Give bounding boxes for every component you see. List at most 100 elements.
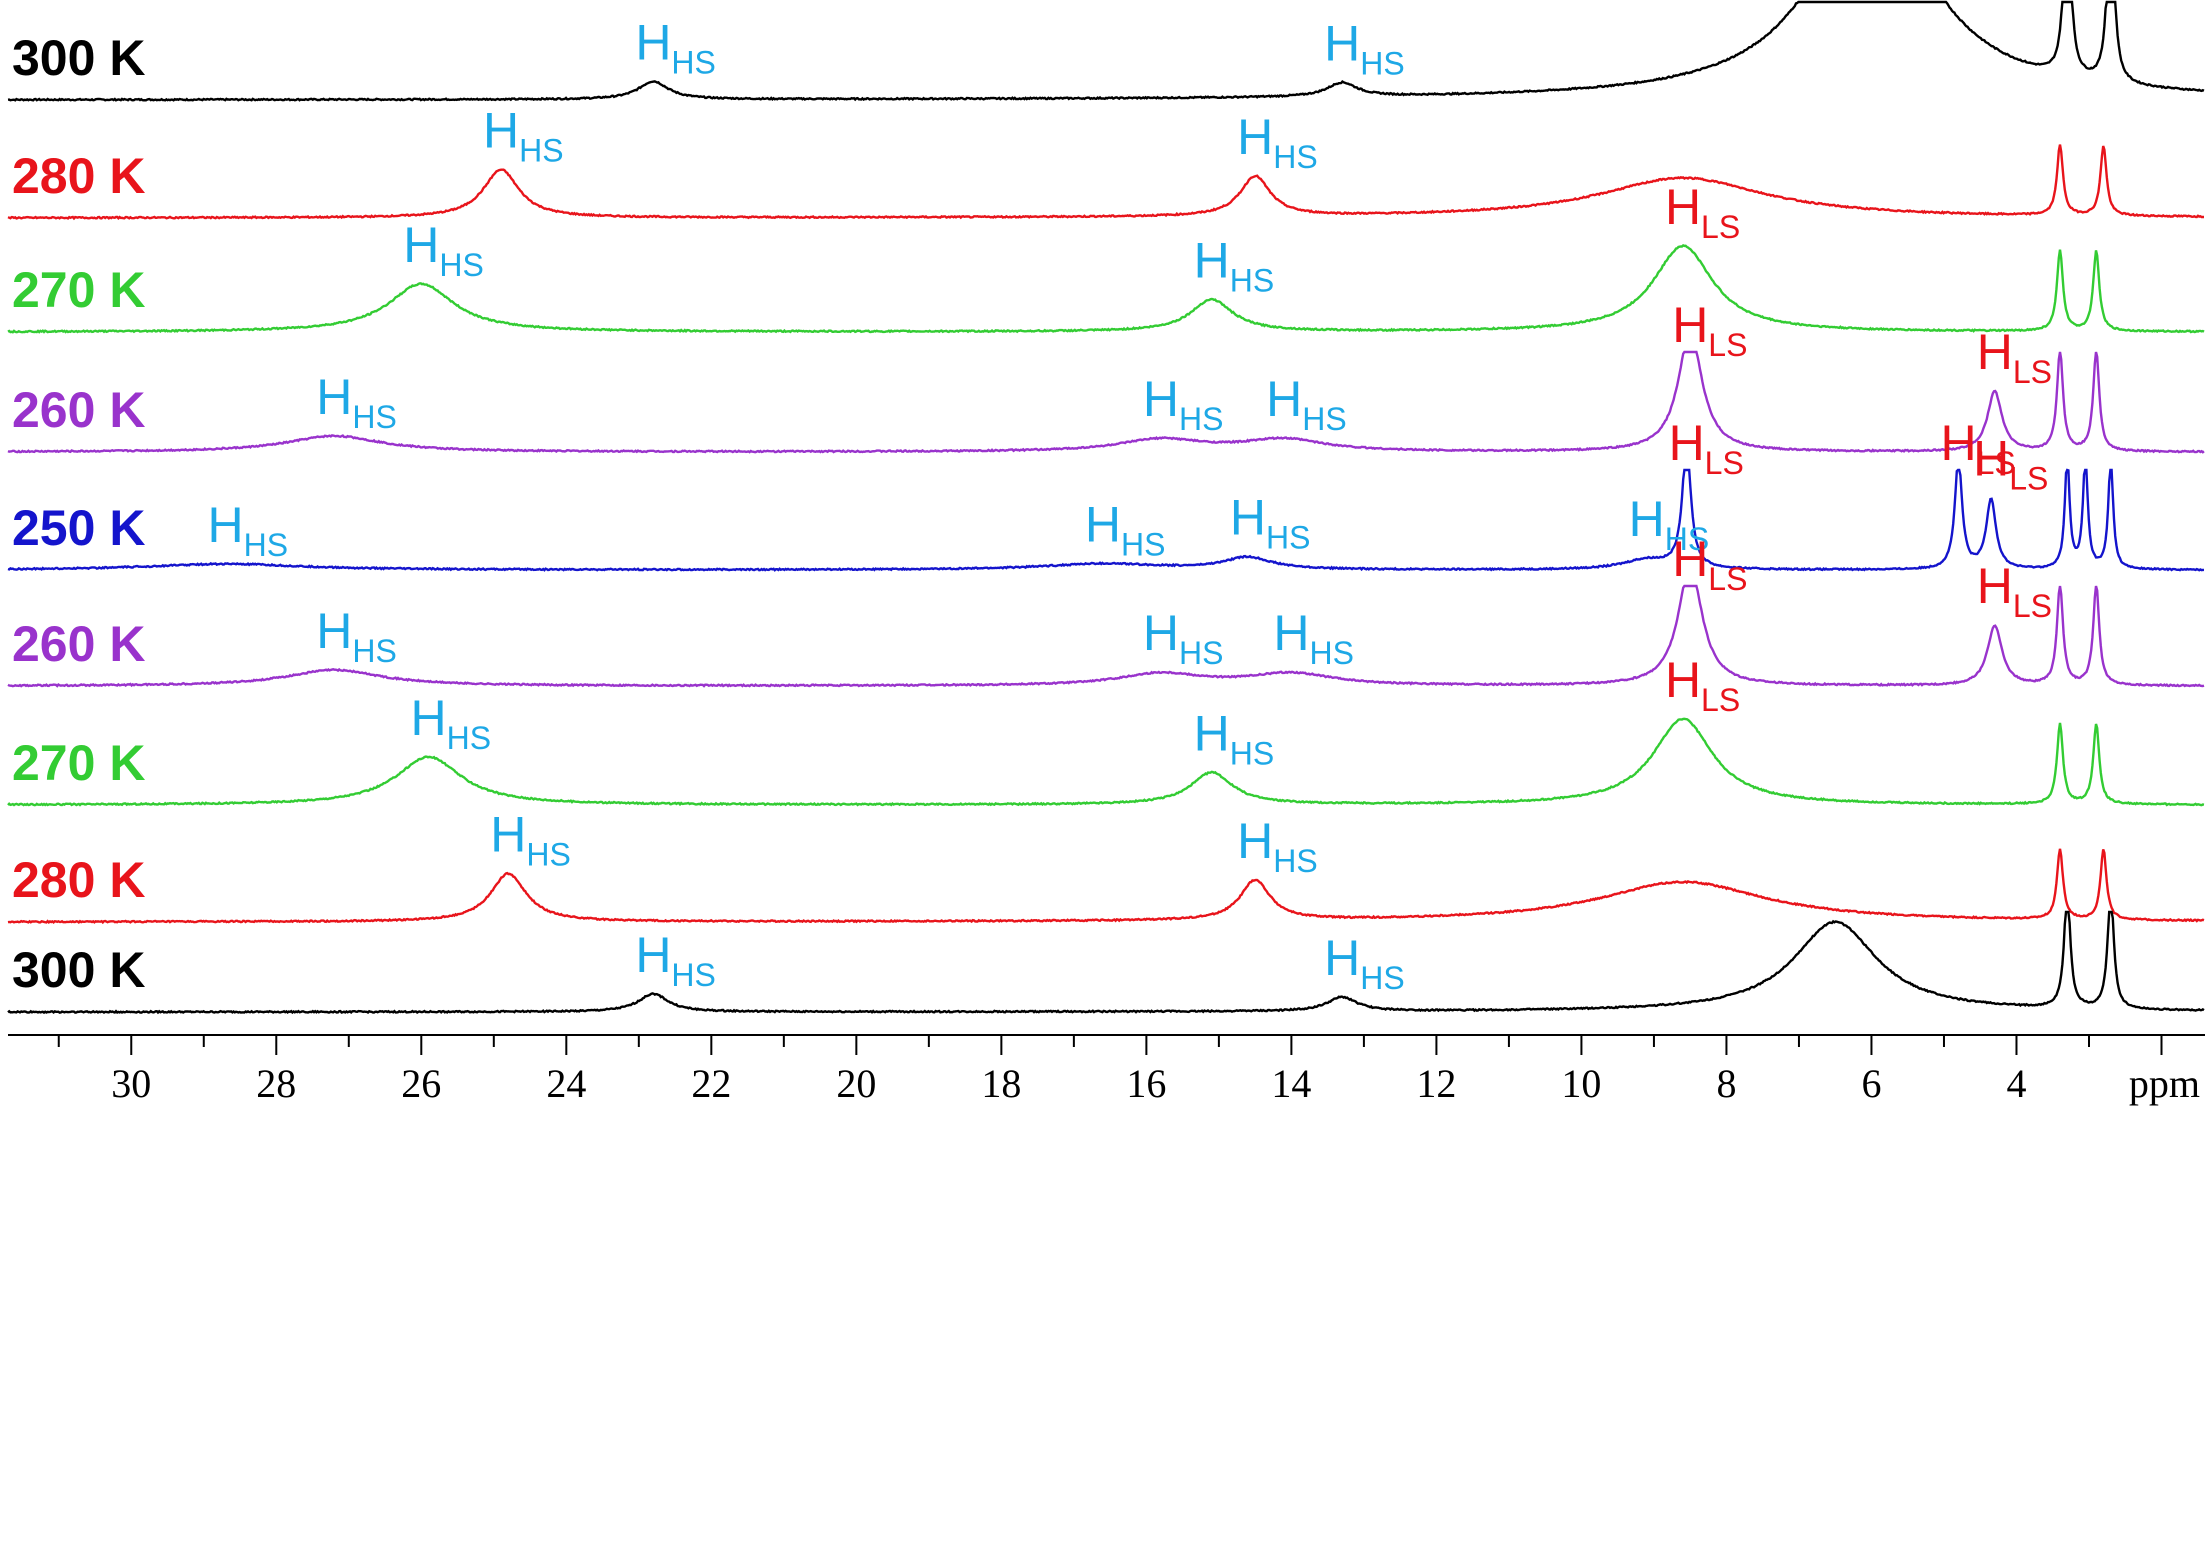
peak-label-sub: HS	[1121, 526, 1165, 562]
peak-label-hs: HHS	[1194, 705, 1275, 771]
peak-label-sub: LS	[1705, 445, 1744, 481]
peak-label-main: H	[1672, 297, 1708, 353]
x-tick-label: 26	[401, 1061, 441, 1106]
temperature-label: 300 K	[12, 942, 145, 998]
peak-label-ls: HLS	[1940, 415, 2015, 481]
peak-label-main: H	[208, 497, 244, 553]
peak-label-hs: HHS	[1085, 496, 1166, 562]
peak-label-main: H	[411, 690, 447, 746]
peak-label-sub: HS	[1179, 635, 1223, 671]
peak-label-ls: HLS	[1665, 179, 1740, 245]
temperature-label: 300 K	[12, 30, 145, 86]
peak-label-sub: HS	[244, 527, 288, 563]
peak-label-main: H	[1266, 371, 1302, 427]
peak-label-hs: HHS	[1237, 109, 1318, 175]
peak-label-main: H	[1143, 371, 1179, 427]
peak-label-main: H	[635, 927, 671, 983]
peak-label-sub: HS	[352, 633, 396, 669]
spectrum-line	[7, 350, 2205, 454]
peak-label-sub: LS	[1701, 209, 1740, 245]
x-tick-label: 20	[836, 1061, 876, 1106]
peak-label-main: H	[635, 14, 671, 70]
peak-label-hs: HHS	[1194, 232, 1275, 298]
spectrum-250-k-4	[7, 468, 2204, 572]
peak-label-hs: HHS	[1629, 491, 1710, 557]
peak-label-main: H	[1665, 179, 1701, 235]
spectrum-280-k-7	[7, 848, 2205, 925]
x-tick-label: 4	[2006, 1061, 2026, 1106]
peak-label-ls: HLS	[1672, 297, 1747, 363]
x-tick-label: 12	[1416, 1061, 1456, 1106]
peak-label-main: H	[1143, 605, 1179, 661]
peak-label-main: H	[1977, 558, 2013, 614]
spectrum-line	[7, 848, 2205, 925]
peak-label-sub: HS	[1179, 401, 1223, 437]
x-tick-label: 10	[1561, 1061, 1601, 1106]
spectrum-270-k-2	[7, 243, 2205, 334]
peak-label-main: H	[1237, 813, 1273, 869]
peak-label-main: H	[1672, 531, 1708, 587]
spectrum-line	[7, 243, 2205, 334]
peak-label-hs: HHS	[316, 603, 397, 669]
spectrum-300-k-8	[7, 910, 2205, 1015]
spectrum-260-k-5	[7, 584, 2205, 688]
peak-label-sub: LS	[2013, 354, 2052, 390]
peak-label-hs: HHS	[1230, 490, 1311, 556]
peak-label-ls: HLS	[1973, 431, 2048, 497]
peak-label-sub: HS	[1360, 45, 1404, 81]
peak-label-main: H	[1230, 490, 1266, 546]
peak-label-main: H	[483, 103, 519, 159]
x-tick-label: 18	[981, 1061, 1021, 1106]
x-axis-unit-label: ppm	[2129, 1061, 2200, 1106]
x-tick-label: 30	[111, 1061, 151, 1106]
temperature-label: 280 K	[12, 852, 145, 908]
peak-label-main: H	[316, 603, 352, 659]
peak-label-sub: HS	[447, 720, 491, 756]
peak-label-sub: LS	[1701, 682, 1740, 718]
spectrum-260-k-3	[7, 350, 2205, 454]
peak-label-ls: HLS	[1977, 324, 2052, 390]
temperature-label: 280 K	[12, 148, 145, 204]
spectrum-line	[7, 468, 2204, 572]
spectrum-line	[7, 144, 2204, 221]
peak-label-hs: HHS	[483, 103, 564, 169]
x-tick-label: 16	[1126, 1061, 1166, 1106]
peak-label-hs: HHS	[635, 927, 716, 993]
peak-label-sub: HS	[1273, 843, 1317, 879]
peak-label-main: H	[1324, 15, 1360, 71]
peak-label-sub: HS	[352, 399, 396, 435]
peak-label-main: H	[1629, 491, 1665, 547]
peak-label-hs: HHS	[1237, 813, 1318, 879]
peak-label-sub: LS	[1708, 327, 1747, 363]
spectrum-line	[7, 910, 2205, 1015]
x-tick-label: 22	[691, 1061, 731, 1106]
peak-label-main: H	[1665, 652, 1701, 708]
peak-label-sub: HS	[526, 837, 570, 873]
peak-label-hs: HHS	[1324, 930, 1405, 996]
spectrum-line	[7, 717, 2205, 807]
peak-label-hs: HHS	[635, 14, 716, 80]
peak-label-hs: HHS	[1324, 15, 1405, 81]
peak-label-main: H	[1085, 496, 1121, 552]
spectrum-300-k-0	[7, 0, 2205, 102]
peak-label-hs: HHS	[1266, 371, 1347, 437]
peak-label-sub: HS	[1230, 262, 1274, 298]
peak-label-sub: HS	[1360, 960, 1404, 996]
peak-label-main: H	[1940, 415, 1976, 471]
peak-label-sub: LS	[2009, 461, 2048, 497]
peak-label-sub: HS	[519, 133, 563, 169]
x-tick-label: 8	[1716, 1061, 1736, 1106]
x-axis: 30 28 26 24 22 20 18 16 14 12 10 8 6 4 ppm	[8, 1034, 2205, 1106]
spectra-group	[7, 0, 2205, 1015]
peak-label-hs: HHS	[316, 369, 397, 435]
peak-label-sub: HS	[671, 957, 715, 993]
peak-label-main: H	[1973, 431, 2009, 487]
peak-label-ls: HLS	[1669, 415, 1744, 481]
peak-label-sub: HS	[671, 44, 715, 80]
temperature-label: 250 K	[12, 500, 145, 556]
peak-label-sub: HS	[1266, 520, 1310, 556]
peak-label-main: H	[403, 217, 439, 273]
peak-label-hs: HHS	[490, 807, 571, 873]
peak-label-ls: HLS	[1977, 558, 2052, 624]
